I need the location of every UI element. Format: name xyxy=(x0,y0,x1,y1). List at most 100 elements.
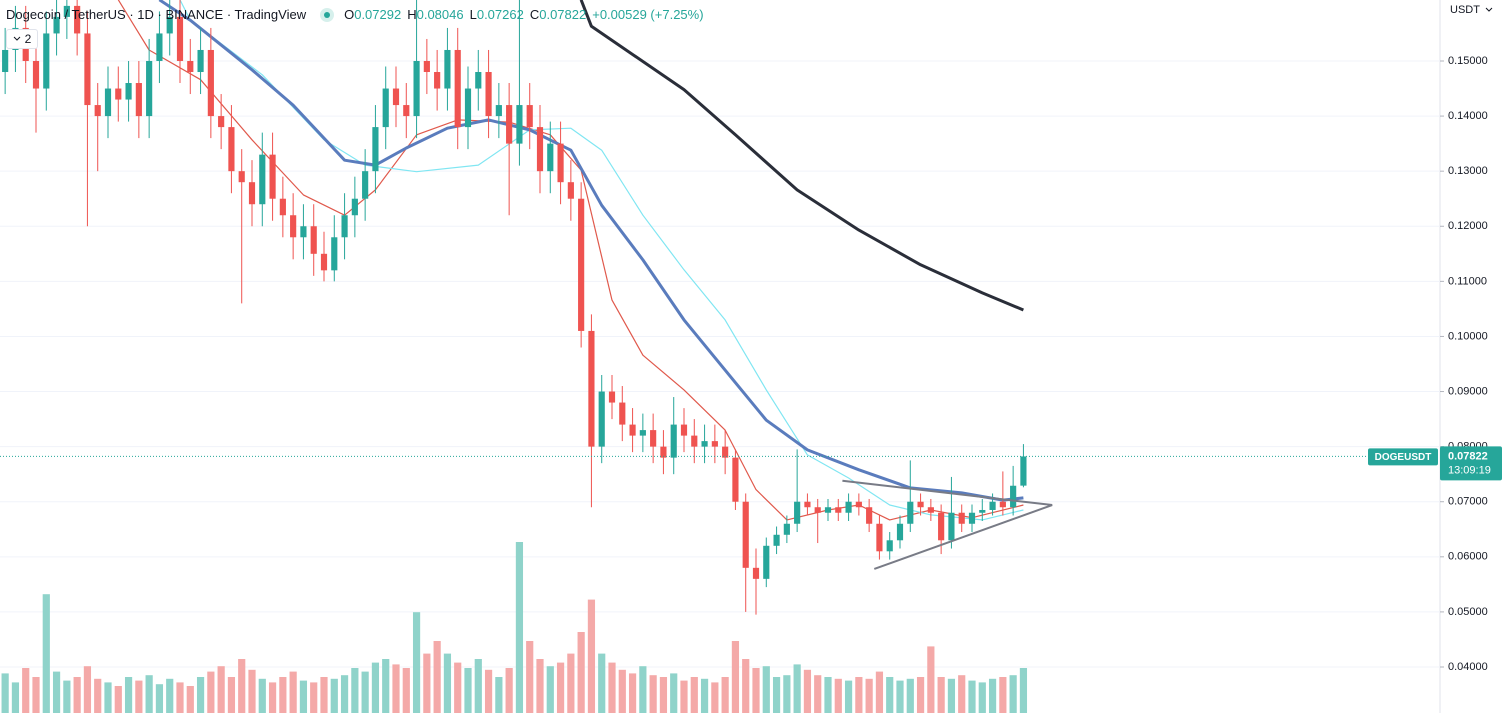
volume-bar xyxy=(906,678,914,713)
volume-bar xyxy=(639,666,647,713)
volume-bar xyxy=(803,669,812,713)
candle-body xyxy=(218,116,225,128)
volume-bar xyxy=(680,680,688,713)
candle-body xyxy=(475,72,482,89)
candle-body xyxy=(547,143,554,172)
candle-body xyxy=(341,215,348,238)
candle-body xyxy=(495,105,502,117)
candle-body xyxy=(938,512,945,541)
volume-bar xyxy=(1019,668,1028,713)
market-status[interactable] xyxy=(320,7,335,22)
candle-body xyxy=(413,60,420,117)
volume-bar xyxy=(546,666,554,713)
y-tick-label: 0.10000 xyxy=(1448,330,1488,342)
candle-body xyxy=(989,501,996,510)
candle-body xyxy=(248,182,256,205)
volume-bar xyxy=(52,671,61,713)
ohlc-key: H xyxy=(407,7,417,22)
candle-body xyxy=(814,507,821,513)
trendline xyxy=(842,479,1053,507)
volume-bar xyxy=(258,678,266,713)
candle-body xyxy=(207,49,214,117)
candle-body xyxy=(608,391,616,403)
candle-body xyxy=(403,105,410,117)
ohlc-value: 0.07262 xyxy=(476,7,524,22)
candle-body xyxy=(794,501,801,524)
volume-bar xyxy=(556,662,565,713)
volume-bar xyxy=(351,668,359,713)
candle-body xyxy=(691,435,698,447)
candle-body xyxy=(104,88,112,117)
y-tick-label: 0.14000 xyxy=(1448,110,1488,122)
volume-bar xyxy=(577,632,585,713)
volume-bar xyxy=(330,678,338,713)
volume-bar xyxy=(927,646,935,713)
volume-bar xyxy=(772,677,781,713)
ohlc-key: C xyxy=(529,7,540,22)
volume-bar xyxy=(443,653,452,713)
y-tick-label: 0.09000 xyxy=(1448,385,1488,397)
volume-bar xyxy=(371,662,380,713)
candle-body xyxy=(650,430,657,447)
change: +0.00529 (+7.25%) xyxy=(592,7,704,22)
candle-body xyxy=(300,226,307,238)
currency-menu[interactable]: USDT xyxy=(1450,4,1493,16)
candle-body xyxy=(43,33,50,89)
volume-bar xyxy=(916,677,925,713)
volume-bar xyxy=(659,677,668,713)
indicator-toggle[interactable]: 2 xyxy=(6,29,38,49)
candle-body xyxy=(166,16,173,34)
candle-body xyxy=(907,501,914,524)
candle-body xyxy=(835,507,842,513)
volume-bar xyxy=(196,677,205,713)
candle-body xyxy=(434,72,441,89)
candle-body xyxy=(670,424,677,458)
volume-bar xyxy=(515,542,524,713)
candle-body xyxy=(598,391,605,447)
volume-bar xyxy=(299,680,308,713)
candle-body xyxy=(290,215,297,238)
candle-body xyxy=(320,253,328,271)
candle-body xyxy=(536,127,544,172)
ohlc-key: L xyxy=(469,7,477,22)
volume-bar xyxy=(340,675,349,713)
volume-bar xyxy=(361,671,369,713)
candle-body xyxy=(1020,456,1027,486)
candle-body xyxy=(228,127,235,172)
volume-bar xyxy=(505,668,513,713)
y-tick-label: 0.12000 xyxy=(1448,220,1488,232)
y-tick-label: 0.07000 xyxy=(1448,496,1488,508)
candle-body xyxy=(979,509,986,513)
indicator-count: 2 xyxy=(24,32,32,46)
volume-bar xyxy=(742,659,750,713)
ohlc-value: 0.07822 xyxy=(539,7,587,22)
y-tick-label: 0.11000 xyxy=(1448,275,1487,287)
volume-bar xyxy=(73,677,81,713)
candle-body xyxy=(855,501,862,508)
candle-body xyxy=(824,507,832,513)
volume-bar xyxy=(135,680,143,713)
candle-body xyxy=(506,105,513,144)
candle-body xyxy=(680,424,688,436)
candle-body xyxy=(742,501,749,568)
candle-body xyxy=(464,88,472,128)
candle-body xyxy=(773,534,780,546)
candle-body xyxy=(444,49,451,89)
ohlc-key: O xyxy=(344,7,355,22)
moving-average xyxy=(158,0,1024,502)
volume-bar xyxy=(875,671,884,713)
candle-body xyxy=(485,72,492,117)
volume-bar xyxy=(166,678,174,713)
volume-bar xyxy=(865,678,873,713)
candle-body xyxy=(866,507,873,524)
volume-bar xyxy=(289,671,297,713)
candle-body xyxy=(94,105,101,117)
volume-bar xyxy=(495,677,503,713)
volume-bar xyxy=(587,599,596,713)
volume-bar xyxy=(412,612,421,713)
candle-body xyxy=(351,198,358,216)
volume-bar xyxy=(783,675,791,713)
volume-bar xyxy=(433,641,441,713)
volume-bar xyxy=(752,668,760,713)
